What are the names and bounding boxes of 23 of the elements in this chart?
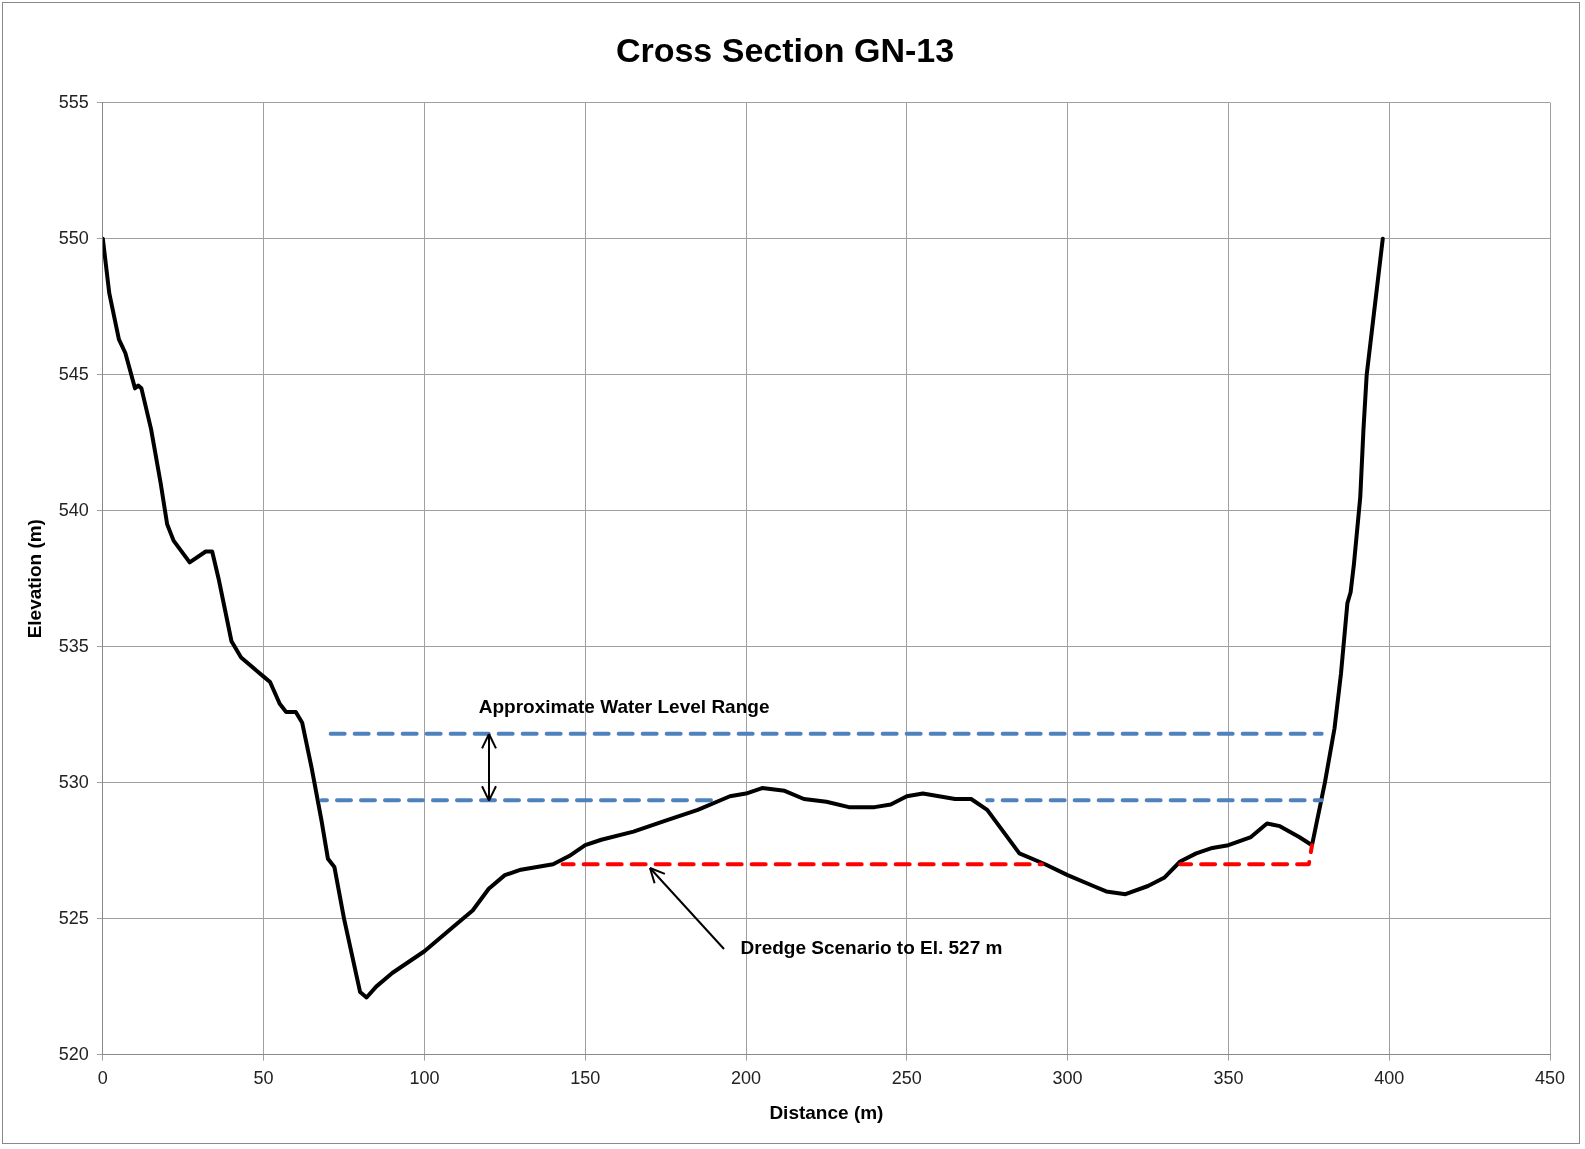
y-tick-label: 535 [58, 635, 89, 656]
x-tick-label: 400 [1374, 1068, 1405, 1089]
y-tick-label: 555 [58, 91, 89, 112]
x-axis-title: Distance (m) [769, 1101, 884, 1123]
x-tick-label: 350 [1213, 1068, 1244, 1089]
x-tick-label: 250 [891, 1068, 922, 1089]
annotation: Approximate Water Level Range [478, 695, 770, 717]
x-tick-label: 0 [97, 1068, 108, 1089]
x-tick-label: 450 [1534, 1068, 1566, 1089]
y-tick-label: 540 [58, 499, 89, 520]
chart-title: Cross Section GN-13 [615, 30, 955, 69]
annotation: Dredge Scenario to El. 527 m [740, 937, 1003, 959]
x-tick-label: 100 [409, 1068, 440, 1089]
y-tick-label: 545 [58, 363, 89, 384]
y-tick-label: 530 [58, 771, 89, 792]
y-tick-label: 525 [58, 907, 89, 928]
x-tick-label: 150 [570, 1068, 601, 1089]
x-tick-label: 300 [1052, 1068, 1083, 1089]
y-axis-title: Elevation (m) [23, 519, 45, 639]
x-tick-label: 200 [730, 1068, 762, 1089]
y-tick-label: 550 [58, 227, 89, 248]
y-tick-label: 520 [58, 1043, 89, 1064]
x-tick-label: 50 [253, 1068, 274, 1089]
